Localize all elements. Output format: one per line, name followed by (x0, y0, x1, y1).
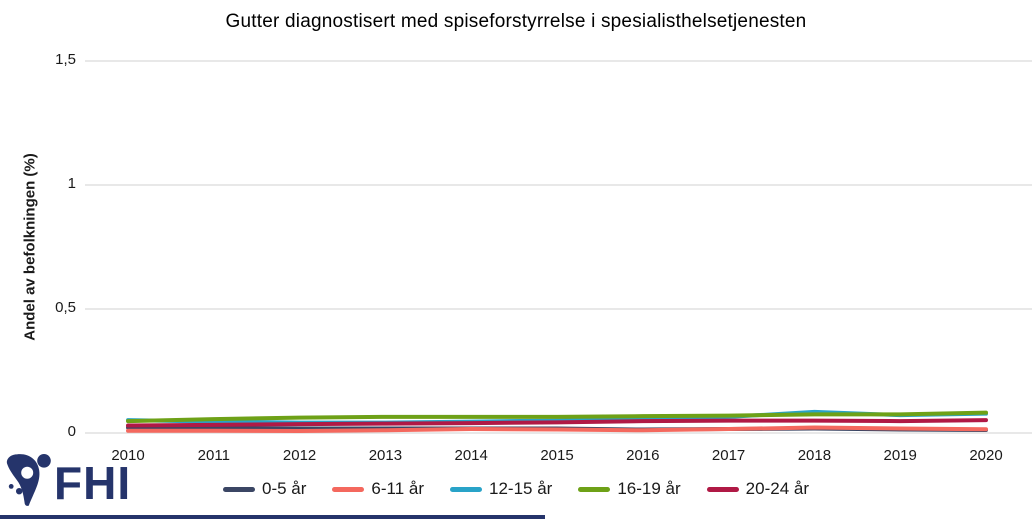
plot-area (85, 60, 1032, 434)
series-line-6-11år (126, 425, 988, 434)
legend-label: 12-15 år (489, 479, 553, 498)
legend-swatch (706, 486, 739, 492)
legend-swatch (578, 486, 611, 492)
x-tick-label: 2019 (883, 447, 917, 464)
y-tick-label: 0 (67, 423, 76, 440)
x-tick-label: 2020 (969, 447, 1003, 464)
x-tick-label: 2013 (368, 447, 403, 464)
series-line-16-19år (126, 410, 988, 424)
legend-swatch (450, 486, 483, 492)
fhi-logo-icon (6, 454, 51, 506)
series-line-20-24år (126, 418, 988, 428)
legend-item-12-15år[interactable]: 12-15 år (450, 479, 552, 499)
legend-item-20-24år[interactable]: 20-24 år (706, 479, 809, 499)
legend-label: 16-19 år (617, 479, 681, 498)
x-tick-label: 2018 (797, 447, 832, 464)
x-tick-label: 2016 (626, 447, 660, 464)
legend-label: 0-5 år (261, 479, 307, 498)
x-tick-label: 2014 (454, 447, 488, 464)
legend-label: 20-24 år (745, 479, 809, 498)
y-tick-label: 1 (67, 175, 76, 192)
legend-swatch (332, 486, 365, 492)
legend-item-6-11år[interactable]: 6-11 år (332, 479, 424, 499)
x-tick-label: 2017 (711, 447, 746, 464)
chart-legend: 0-5 år 6-11 år 12-15 år 16-19 år 20-24 år (0, 479, 1032, 499)
x-tick-label: 2015 (540, 447, 574, 464)
y-tick-label: 0,5 (55, 299, 76, 316)
x-tick-label: 2011 (197, 447, 230, 464)
fhi-logo: FHI (4, 451, 131, 509)
legend-item-16-19år[interactable]: 16-19 år (578, 479, 681, 499)
legend-label: 6-11 år (371, 479, 425, 498)
chart-title: Gutter diagnostisert med spiseforstyrrel… (225, 11, 807, 32)
legend-swatch (222, 486, 255, 492)
fhi-logo-text: FHI (54, 457, 132, 509)
x-tick-label: 2012 (282, 447, 317, 464)
footer-bar (0, 515, 545, 519)
x-tick-label: 2010 (111, 447, 145, 464)
legend-item-0-5år[interactable]: 0-5 år (222, 479, 307, 499)
y-tick-label: 1,5 (55, 51, 76, 68)
